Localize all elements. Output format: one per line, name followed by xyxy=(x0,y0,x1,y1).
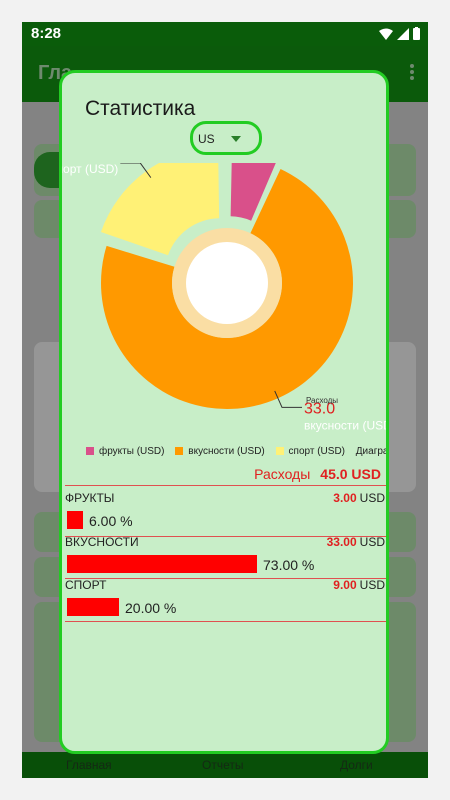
legend-item: вкусности (USD) xyxy=(175,446,265,457)
divider xyxy=(65,536,386,537)
category-share-bar xyxy=(67,598,119,616)
category-currency: USD xyxy=(359,578,385,592)
slice-value-label: 33.0 xyxy=(304,400,335,417)
status-bar: 8:28 xyxy=(22,22,428,46)
category-amount-value: 3.00 xyxy=(333,491,357,505)
category-currency: USD xyxy=(359,491,385,505)
status-time: 8:28 xyxy=(31,25,62,42)
status-icons xyxy=(379,27,420,40)
app-screen: 8:28 Гла Главная Отчеты Долги Статистика… xyxy=(22,22,428,778)
nav-home[interactable]: Главная xyxy=(66,758,112,772)
total-value: 45.0 USD xyxy=(320,466,381,482)
dropdown-arrow-icon xyxy=(231,136,241,142)
more-menu-icon[interactable] xyxy=(410,64,414,80)
legend-item: спорт (USD) xyxy=(275,446,345,457)
category-name: СПОРТ xyxy=(65,578,107,592)
category-row-sport: СПОРТ 9.00 USD 20.00 % xyxy=(65,578,385,622)
category-percent: 20.00 % xyxy=(125,600,177,616)
donut-hole xyxy=(186,242,268,324)
battery-icon xyxy=(413,27,420,40)
chart-center-label: Расходы xyxy=(306,396,338,405)
divider xyxy=(65,485,386,486)
total-label: Расходы xyxy=(254,466,311,482)
wifi-icon xyxy=(379,28,393,40)
category-share-bar xyxy=(67,555,257,573)
category-amount: 3.00 USD xyxy=(333,491,385,505)
category-name: ВКУСНОСТИ xyxy=(65,535,139,549)
nav-reports[interactable]: Отчеты xyxy=(202,758,244,772)
category-name: ФРУКТЫ xyxy=(65,491,115,505)
legend-description: Диаграмма xyxy=(355,446,386,457)
chart-slice xyxy=(230,163,276,221)
category-amount: 33.00 USD xyxy=(327,535,385,549)
statistics-dialog: Статистика US 3.0фрукты (USD)33.0вкуснос… xyxy=(59,70,389,754)
legend-label: спорт (USD) xyxy=(288,446,345,457)
slice-category-label: вкусности (USD) xyxy=(304,418,389,432)
legend-swatch xyxy=(175,447,184,456)
slice-leader-line xyxy=(120,163,152,178)
currency-dropdown[interactable]: US xyxy=(190,121,262,155)
currency-value: US xyxy=(198,132,215,146)
dialog-title: Статистика xyxy=(85,97,196,120)
divider xyxy=(65,621,386,622)
category-amount: 9.00 USD xyxy=(333,578,385,592)
category-amount-value: 33.00 xyxy=(326,535,357,549)
legend-swatch xyxy=(275,447,284,456)
category-share-bar xyxy=(67,511,83,529)
total-expenses: Расходы 45.0 USD xyxy=(62,466,381,482)
category-currency: USD xyxy=(359,535,385,549)
signal-icon xyxy=(397,27,409,40)
slice-leader-line xyxy=(274,390,303,408)
category-percent: 73.00 % xyxy=(263,557,315,573)
bottom-navigation: Главная Отчеты Долги xyxy=(22,752,428,778)
legend-swatch xyxy=(86,447,94,456)
category-amount-value: 9.00 xyxy=(333,578,357,592)
category-row-fruits: ФРУКТЫ 3.00 USD 6.00 % xyxy=(65,491,385,535)
legend-item: фрукты (USD) xyxy=(86,446,164,457)
chart-legend: фрукты (USD) вкусности (USD) спорт (USD)… xyxy=(86,446,386,462)
legend-label: вкусности (USD) xyxy=(188,446,265,457)
chart-slice xyxy=(100,168,354,409)
nav-debts[interactable]: Долги xyxy=(340,758,373,772)
divider xyxy=(65,578,386,579)
chart-slice xyxy=(100,163,220,256)
legend-label: фрукты (USD) xyxy=(99,446,165,457)
category-percent: 6.00 % xyxy=(89,513,133,529)
slice-category-label: спорт (USD) xyxy=(62,163,118,176)
category-row-treats: ВКУСНОСТИ 33.00 USD 73.00 % xyxy=(65,535,385,579)
